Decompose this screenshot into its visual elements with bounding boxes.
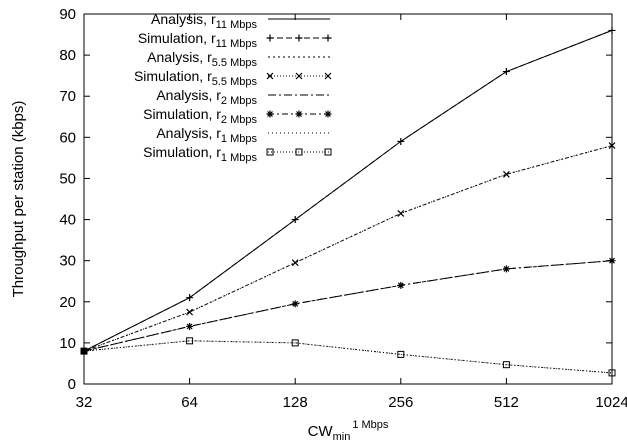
legend-label-a55: Analysis, r5.5 Mbps xyxy=(147,49,257,69)
data-point-s2 xyxy=(186,322,194,330)
legend-marker-s11 xyxy=(266,34,274,42)
legend-marker-s2 xyxy=(324,110,332,118)
legend-label-s55: Simulation, r5.5 Mbps xyxy=(134,68,258,88)
legend-label-subscript: 2 Mbps xyxy=(221,114,258,126)
series-line-a55 xyxy=(83,145,613,352)
legend-marker-s11 xyxy=(295,34,303,42)
x-tick-label: 512 xyxy=(494,394,519,411)
y-tick-label: 0 xyxy=(68,376,76,393)
y-tick-label: 20 xyxy=(59,294,76,311)
series-layer xyxy=(80,26,616,377)
x-tick-label: 32 xyxy=(76,394,93,411)
data-point-start xyxy=(81,348,87,355)
data-point-s55 xyxy=(291,259,299,267)
y-tick-label: 90 xyxy=(59,6,76,23)
series-line-s2 xyxy=(83,260,613,352)
x-tick-label: 256 xyxy=(388,394,413,411)
legend-label-subscript: 11 Mbps xyxy=(216,38,258,50)
series-line-a2 xyxy=(83,260,613,352)
legend-label-a2: Analysis, r2 Mbps xyxy=(156,87,257,107)
legend-label-subscript: 1 Mbps xyxy=(221,152,258,164)
data-point-s1 xyxy=(291,339,299,347)
data-point-s1 xyxy=(186,337,194,345)
y-tick-label: 80 xyxy=(59,47,76,64)
legend-marker-s1 xyxy=(324,148,332,156)
legend-label-text: Analysis, r xyxy=(147,49,212,65)
legend-marker-s11 xyxy=(324,34,332,42)
legend-label-a1: Analysis, r1 Mbps xyxy=(156,125,257,145)
series-line-s1 xyxy=(83,340,613,374)
data-point-s11 xyxy=(291,216,299,224)
y-tick-label: 70 xyxy=(59,88,76,105)
y-tick-label: 40 xyxy=(59,212,76,229)
data-point-s11 xyxy=(397,137,405,145)
legend-label-a11: Analysis, r11 Mbps xyxy=(151,11,257,31)
legend-label-s11: Simulation, r11 Mbps xyxy=(138,30,258,50)
legend-label-subscript: 5.5 Mbps xyxy=(212,76,258,88)
data-point-s11 xyxy=(502,68,510,76)
data-point-s55 xyxy=(397,209,405,217)
series-line-s11 xyxy=(83,29,613,352)
x-tick-label: 64 xyxy=(181,394,198,411)
data-point-s2 xyxy=(502,265,510,273)
data-point-s55 xyxy=(502,170,510,178)
data-point-s1 xyxy=(502,361,510,369)
series-a1 xyxy=(83,340,613,374)
x-axis-label-sub: min xyxy=(333,431,351,442)
legend-label-text: Simulation, r xyxy=(143,144,221,160)
legend-marker-s1 xyxy=(295,148,303,156)
legend-label-text: Simulation, r xyxy=(143,106,221,122)
legend-marker-s55 xyxy=(295,72,303,80)
series-line-a1 xyxy=(83,340,613,374)
y-tick-label: 50 xyxy=(59,170,76,187)
plot-frame xyxy=(83,13,613,385)
y-axis-label: Throughput per station (kbps) xyxy=(10,101,27,298)
legend-label-subscript: 2 Mbps xyxy=(221,95,258,107)
legend-marker-s1 xyxy=(266,148,274,156)
y-tick-label: 10 xyxy=(59,335,76,352)
series-a2 xyxy=(83,260,613,352)
data-point-s2 xyxy=(397,281,405,289)
legend-label-text: Simulation, r xyxy=(134,68,212,84)
legend-marker-s2 xyxy=(295,110,303,118)
series-a55 xyxy=(83,145,613,352)
data-point-s2 xyxy=(291,300,299,308)
data-point-s11 xyxy=(186,294,194,302)
legend-label-text: Simulation, r xyxy=(138,30,216,46)
x-tick-label: 128 xyxy=(283,394,308,411)
data-point-s2 xyxy=(608,257,616,265)
x-axis-label-base: CW xyxy=(308,423,334,440)
series-s11 xyxy=(80,26,616,355)
data-point-s11 xyxy=(608,26,616,34)
legend-label-subscript: 11 Mbps xyxy=(216,19,258,31)
legend-label-subscript: 5.5 Mbps xyxy=(212,57,258,69)
data-point-s55 xyxy=(608,142,616,149)
legend-label-text: Analysis, r xyxy=(151,11,216,27)
axis-ticks: 0 10 20 30 40 50 60 70 80 90 32 64 128 256 512 1024 xyxy=(59,6,627,411)
series-s55 xyxy=(80,142,616,355)
x-tick-label: 1024 xyxy=(595,394,627,411)
legend-marker-s55 xyxy=(324,72,332,80)
y-tick-label: 30 xyxy=(59,253,76,270)
legend-label-subscript: 1 Mbps xyxy=(221,133,258,145)
data-point-s55 xyxy=(186,308,194,316)
legend-label-text: Analysis, r xyxy=(156,125,221,141)
series-s1 xyxy=(80,337,616,377)
y-tick-label: 60 xyxy=(59,129,76,146)
data-point-s1 xyxy=(608,369,616,377)
legend-label-text: Analysis, r xyxy=(156,87,221,103)
legend-marker-s2 xyxy=(266,110,274,118)
series-line-s55 xyxy=(83,145,613,352)
data-point-s1 xyxy=(397,350,405,358)
series-s2 xyxy=(80,257,616,355)
legend-label-s1: Simulation, r1 Mbps xyxy=(143,144,257,164)
x-axis-label-sup: 1 Mbps xyxy=(352,419,389,431)
x-axis-label: CWmin1 Mbps xyxy=(308,419,389,442)
legend-label-s2: Simulation, r2 Mbps xyxy=(143,106,257,126)
legend-marker-s55 xyxy=(266,72,274,80)
